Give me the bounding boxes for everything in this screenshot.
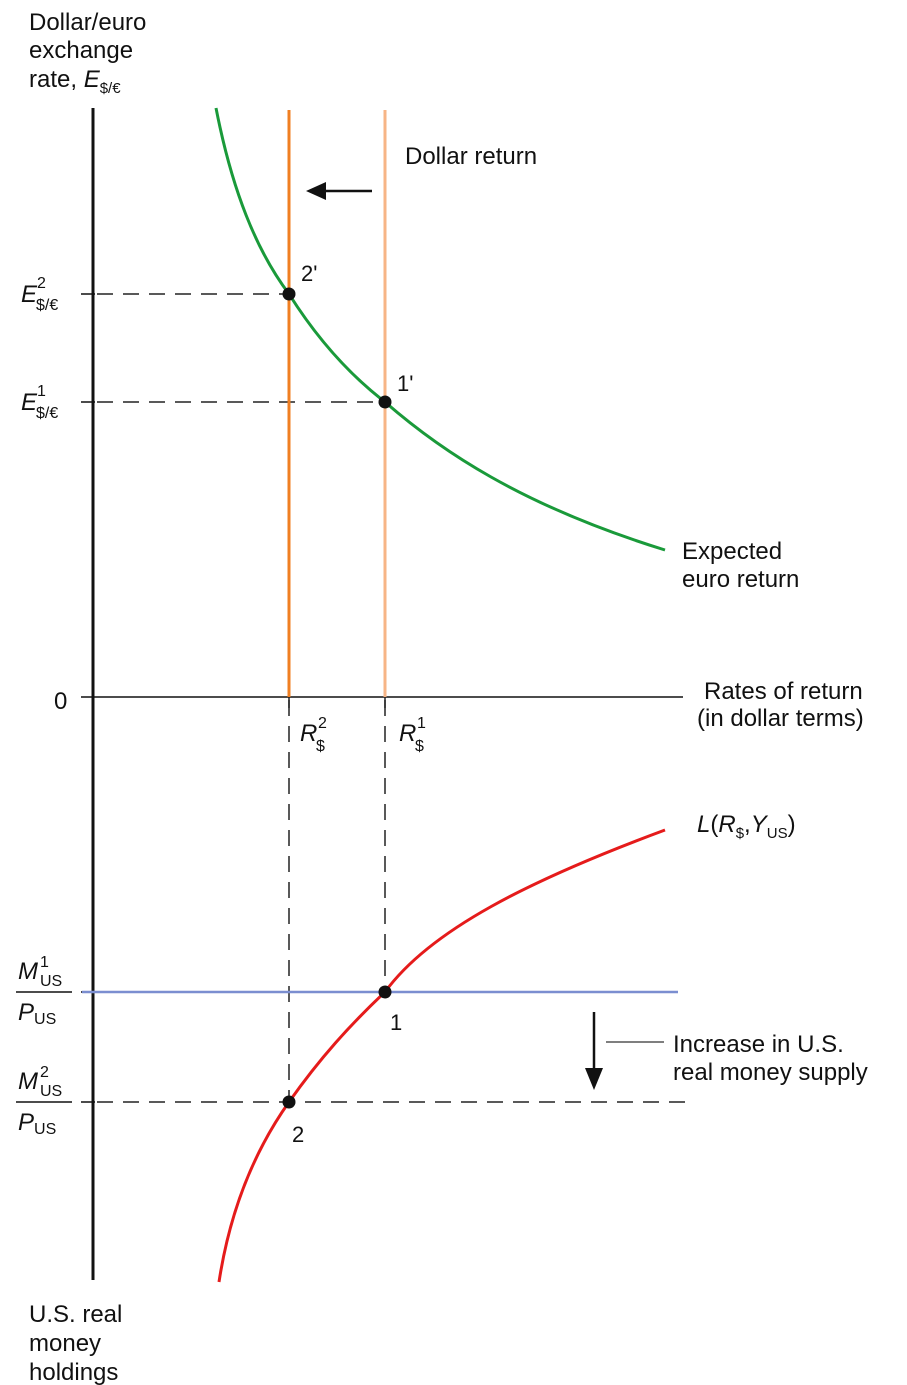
p1-main: P: [18, 999, 34, 1026]
r2-sup: 2: [318, 715, 327, 732]
r1-sup: 1: [417, 715, 426, 732]
m1-main: M: [18, 958, 38, 985]
p2-main: P: [18, 1109, 34, 1136]
point-2: [282, 1095, 296, 1109]
dollar-return-label: Dollar return: [405, 143, 537, 170]
l-close-paren: ): [788, 811, 796, 838]
l-r-subscript: $: [736, 825, 745, 842]
r2-sub: $: [316, 738, 325, 755]
y-axis-top-symbol: E: [84, 66, 101, 93]
e1-main: E: [21, 389, 38, 416]
origin-label: 0: [54, 688, 67, 715]
expected-euro-return-label-line1: Expected: [682, 538, 782, 565]
money-demand-curve: [217, 828, 666, 1283]
x-axis-title-line2: (in dollar terms): [697, 705, 864, 732]
e2-label: E2 $/€: [21, 275, 58, 314]
supply-increase-label-line1: Increase in U.S.: [673, 1031, 844, 1058]
left-arrow-icon: [306, 182, 326, 200]
p2-denominator: PUS: [18, 1109, 56, 1138]
r1-sub: $: [415, 738, 424, 755]
l-y-letter: Y: [751, 811, 769, 838]
y-axis-top-title-line3: rate, E$/€: [29, 66, 121, 97]
r2-label: R2 $: [300, 715, 327, 755]
r2-main: R: [300, 720, 317, 747]
l-y-subscript: US: [767, 825, 788, 842]
expected-euro-return-label-line2: euro return: [682, 566, 799, 593]
m2-over-p-label: M 2 US PUS: [16, 1064, 72, 1138]
y-axis-top-title-line2: exchange: [29, 37, 133, 64]
e1-label: E1 $/€: [21, 383, 58, 422]
r1-main: R: [399, 720, 416, 747]
y-axis-top-title-line1: Dollar/euro: [29, 9, 146, 36]
m1-over-p-label: M 1 US PUS: [16, 954, 72, 1028]
point-2-label: 2: [292, 1122, 304, 1147]
point-1-prime: [378, 395, 392, 409]
l-open-paren: (: [710, 811, 718, 838]
y-axis-top-subscript: $/€: [100, 80, 122, 97]
p1-sub: US: [34, 1011, 56, 1028]
e1-sub: $/€: [36, 405, 58, 422]
p2-sub: US: [34, 1121, 56, 1138]
e2-main: E: [21, 281, 38, 308]
e2-sub: $/€: [36, 297, 58, 314]
y-axis-bottom-title-line2: money: [29, 1330, 101, 1357]
p1-denominator: PUS: [18, 999, 56, 1028]
point-2-prime: [282, 287, 296, 301]
m2-sub: US: [40, 1083, 62, 1100]
expected-euro-return-curve: [214, 107, 666, 552]
m2-sup: 2: [40, 1064, 49, 1081]
y-axis-top-text: rate,: [29, 66, 84, 93]
m1-numerator: M 1 US: [18, 954, 62, 990]
e2-sup: 2: [37, 275, 46, 292]
x-axis-title-line1: Rates of return: [704, 678, 863, 705]
supply-increase-label-line2: real money supply: [673, 1059, 868, 1086]
m2-main: M: [18, 1068, 38, 1095]
r1-label: R1 $: [399, 715, 426, 755]
l-r-letter: R: [718, 811, 735, 838]
down-arrow-icon: [585, 1068, 603, 1090]
point-2-prime-label: 2': [301, 261, 317, 286]
m1-sup: 1: [40, 954, 49, 971]
l-letter: L: [697, 811, 710, 838]
y-axis-bottom-title-line3: holdings: [29, 1359, 118, 1385]
money-demand-label: L(R$,YUS): [697, 811, 796, 842]
point-1-prime-label: 1': [397, 371, 413, 396]
y-axis-bottom-title-line1: U.S. real: [29, 1301, 122, 1328]
m2-numerator: M 2 US: [18, 1064, 62, 1100]
point-1: [378, 985, 392, 999]
l-comma: ,: [744, 811, 751, 838]
e1-sup: 1: [37, 383, 46, 400]
m1-sub: US: [40, 973, 62, 990]
point-1-label: 1: [390, 1010, 402, 1035]
